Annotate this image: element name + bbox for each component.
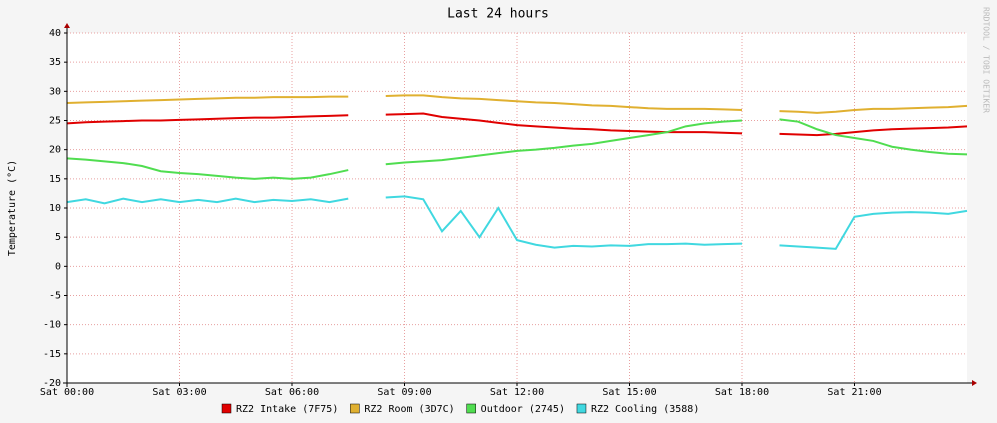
legend-swatch [466,403,476,414]
watermark: RRDTOOL / TOBI OETIKER [982,7,991,113]
legend-swatch [576,403,587,414]
y-tick-label: 5 [55,232,61,243]
x-arrow [972,380,977,386]
y-tick-label: 15 [49,174,61,185]
series-line [66,195,968,250]
legend-label: Outdoor (2745) [481,404,565,415]
x-tick-label: Sat 03:00 [152,387,206,398]
y-tick-label: 40 [49,28,61,39]
series-line [66,112,968,137]
x-tick-label: Sat 18:00 [715,387,769,398]
y-tick-label: 0 [55,261,61,272]
y-tick-label: 35 [49,57,61,68]
series-line [66,118,968,180]
x-tick-label: Sat 15:00 [602,387,656,398]
legend-label: RZ2 Cooling (3588) [591,404,699,415]
grid [64,32,967,386]
y-arrow [64,23,70,28]
legend: RZ2 Intake (7F75) RZ2 Room (3D7C) Outdoor … [221,403,699,415]
y-tick-label: 25 [49,116,61,127]
legend-label: RZ2 Intake (7F75) [236,404,338,415]
x-tick-label: Sat 21:00 [827,387,881,398]
series-line [66,94,968,114]
x-tick-label: Sat 06:00 [265,387,319,398]
x-tick-label: Sat 12:00 [490,387,544,398]
x-tick-label: Sat 09:00 [377,387,431,398]
y-axis-label: Temperature (°C) [7,160,18,256]
y-tick-label: -20 [43,378,61,389]
y-tick-label: -10 [43,320,61,331]
y-tick-label: -15 [43,349,61,360]
legend-swatch [221,403,232,414]
legend-swatch [350,403,360,414]
y-tick-label: 10 [49,203,61,214]
x-tick-label: Sat 00:00 [40,387,94,398]
y-tick-label: 30 [49,86,61,97]
y-tick-label: -5 [49,291,61,302]
chart-title: Last 24 hours [447,7,549,22]
legend-label: RZ2 Room (3D7C) [364,404,454,415]
y-tick-label: 20 [49,145,61,156]
lines [66,94,968,250]
